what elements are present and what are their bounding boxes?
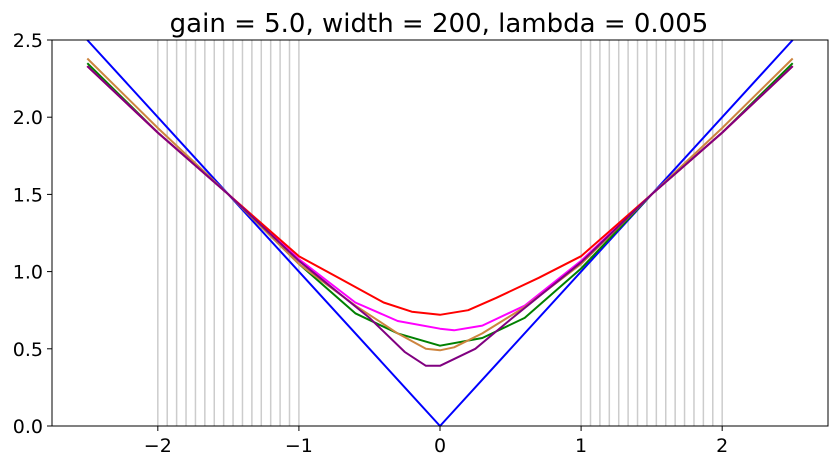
y-axis: 0.0 0.5 1.0 1.5 2.0 2.5 bbox=[13, 30, 52, 438]
x-tick-label: 1 bbox=[575, 435, 587, 457]
plot-frame bbox=[51, 39, 829, 427]
series-line-1 bbox=[86, 39, 794, 427]
x-tick-label: −2 bbox=[144, 435, 172, 457]
series-line-2 bbox=[86, 62, 794, 347]
series-lines bbox=[86, 39, 794, 427]
x-tick-label: 2 bbox=[716, 435, 728, 457]
x-tick-label: −1 bbox=[285, 435, 313, 457]
y-tick-label: 0.0 bbox=[13, 416, 43, 438]
series-line-6 bbox=[86, 65, 794, 367]
x-tick-label: 0 bbox=[434, 435, 446, 457]
y-tick-label: 1.5 bbox=[13, 184, 43, 206]
series-line-5 bbox=[86, 57, 794, 352]
series-line-4 bbox=[86, 65, 794, 316]
vertical-lines bbox=[157, 40, 723, 426]
y-tick-label: 2.5 bbox=[13, 30, 43, 52]
chart-title: gain = 5.0, width = 200, lambda = 0.005 bbox=[170, 9, 709, 39]
x-axis: −2 −1 0 1 2 bbox=[144, 426, 728, 457]
y-tick-label: 2.0 bbox=[13, 107, 43, 129]
series-line-3 bbox=[86, 65, 794, 332]
y-tick-label: 1.0 bbox=[13, 262, 43, 284]
y-tick-label: 0.5 bbox=[13, 339, 43, 361]
